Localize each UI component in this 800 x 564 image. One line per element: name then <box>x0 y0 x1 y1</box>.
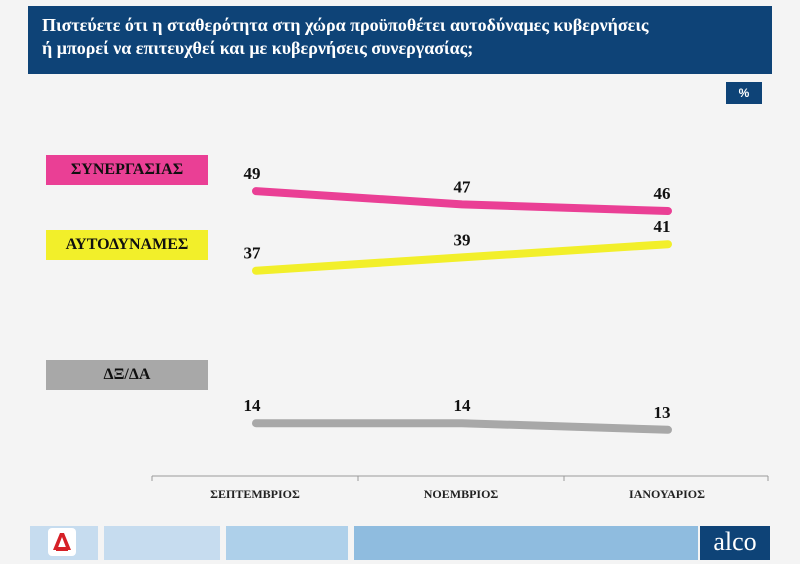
series-line-2 <box>252 419 672 434</box>
line-chart: 49 47 46 37 39 41 14 14 13 ΣΕΠΤΕΜΒΡΙΟΣ ΝΟΕΜΒΡΙΟΣ ΙΑ… <box>151 164 769 501</box>
data-label: 14 <box>454 396 472 415</box>
footer-cell-1 <box>104 526 220 560</box>
footer-cell-2 <box>226 526 348 560</box>
x-tick-label: ΝΟΕΜΒΡΙΟΣ <box>424 487 499 501</box>
data-label: 37 <box>244 244 262 263</box>
data-label: 41 <box>654 217 671 236</box>
alco-logo: alco <box>700 526 770 560</box>
data-label: 46 <box>654 184 671 203</box>
question-line-2: ή μπορεί να επιτευχθεί και με κυβερνήσει… <box>42 38 474 58</box>
data-label: 13 <box>654 403 671 422</box>
data-label: 14 <box>244 396 262 415</box>
legend-aftodynames: ΑΥΤΟΔΥΝΑΜΕΣ <box>46 230 208 260</box>
data-label: 47 <box>454 177 472 196</box>
question-header: Πιστεύετε ότι η σταθερότητα στη χώρα προ… <box>28 6 772 74</box>
footer-cell-3 <box>354 526 698 560</box>
series-line-1 <box>252 240 672 275</box>
question-line-1: Πιστεύετε ότι η σταθερότητα στη χώρα προ… <box>42 15 649 35</box>
legend-dk-na: ΔΞ/ΔΑ <box>46 360 208 390</box>
unit-badge: % <box>726 82 762 104</box>
data-label: 39 <box>454 230 471 249</box>
x-tick-label: ΙΑΝΟΥΑΡΙΟΣ <box>629 487 705 501</box>
data-label: 49 <box>244 164 261 183</box>
channel-logo-icon <box>48 528 76 556</box>
legend-synergasias: ΣΥΝΕΡΓΑΣΙΑΣ <box>46 155 208 185</box>
x-tick-label: ΣΕΠΤΕΜΒΡΙΟΣ <box>210 487 300 501</box>
series-line-0 <box>252 187 672 215</box>
